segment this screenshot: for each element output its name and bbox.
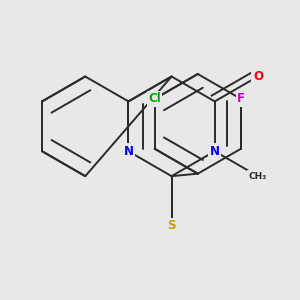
Text: O: O bbox=[253, 70, 263, 83]
Text: S: S bbox=[167, 220, 176, 232]
Text: F: F bbox=[237, 92, 245, 105]
Text: CH₃: CH₃ bbox=[249, 172, 267, 181]
Text: N: N bbox=[210, 145, 220, 158]
Text: Cl: Cl bbox=[148, 92, 161, 105]
Text: N: N bbox=[123, 145, 134, 158]
